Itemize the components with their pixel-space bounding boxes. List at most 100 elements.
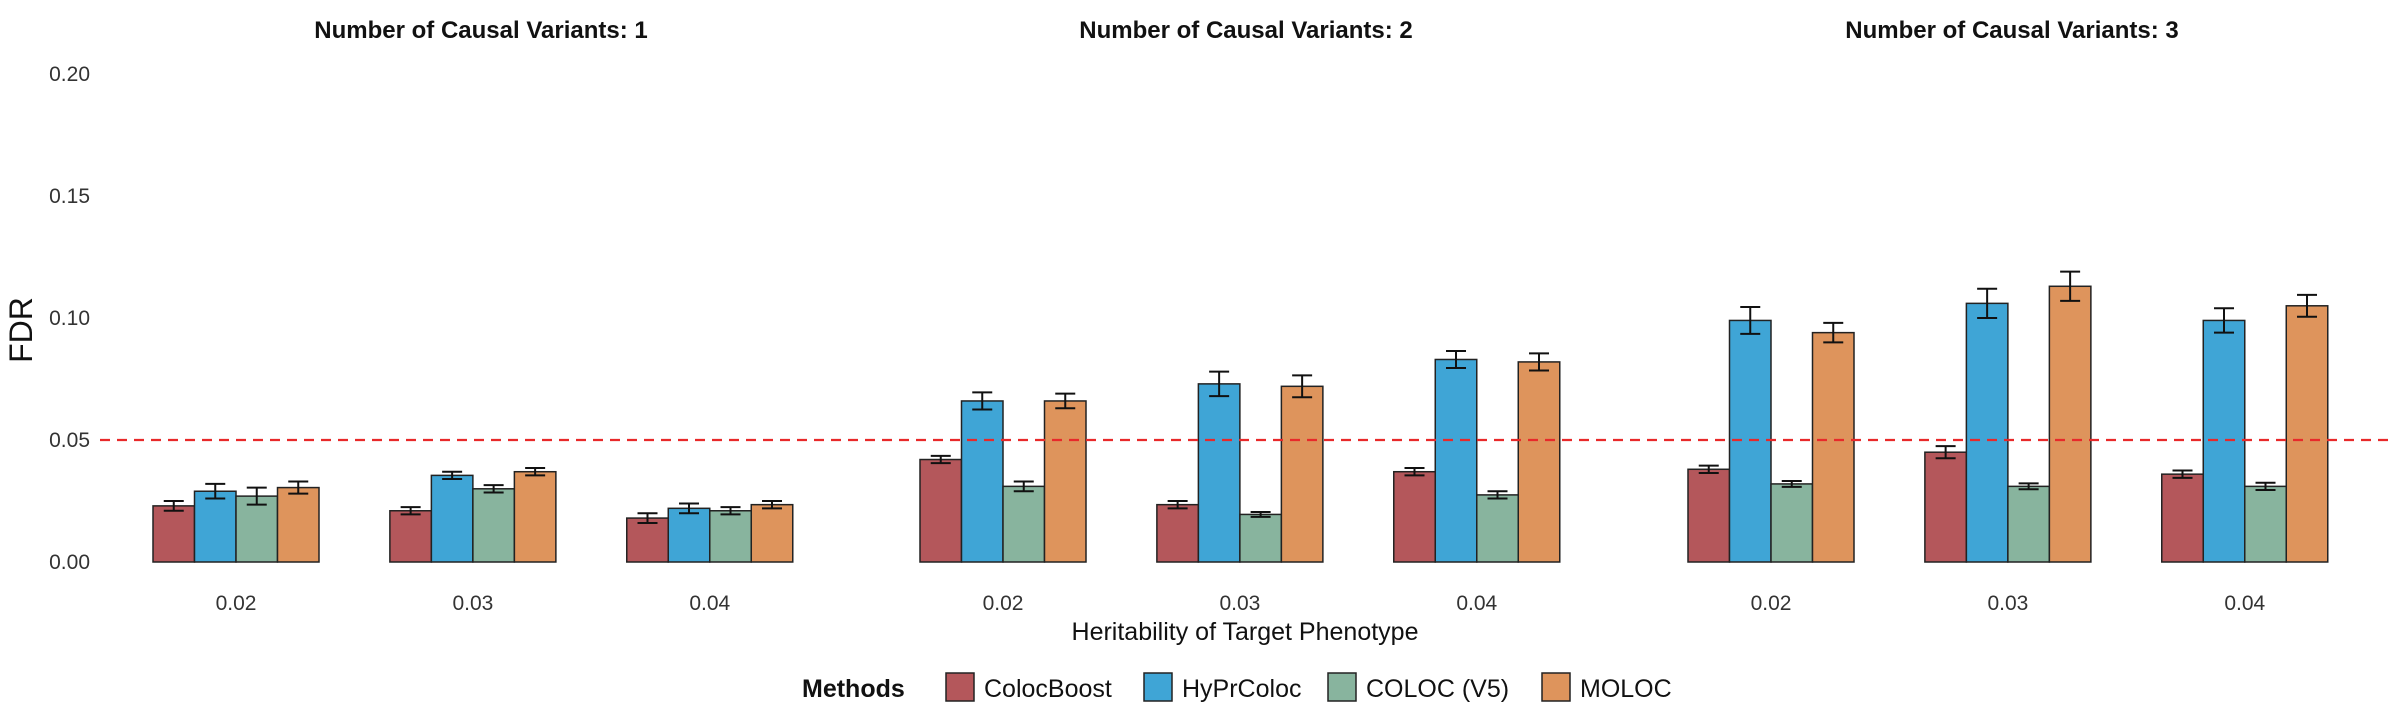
error-bar xyxy=(205,482,226,500)
x-axis-title: Heritability of Target Phenotype xyxy=(1072,618,1419,646)
bar xyxy=(2007,485,2051,563)
error-bar xyxy=(1404,467,1425,477)
bar xyxy=(2285,305,2329,563)
facet-title-3: Number of Causal Variants: 3 xyxy=(1845,17,2178,44)
bar xyxy=(960,400,1004,563)
bar xyxy=(430,474,474,563)
y-tick-label: 0.00 xyxy=(49,551,90,574)
bar xyxy=(2202,319,2246,563)
error-bar xyxy=(2214,307,2235,334)
y-axis-ticks: 0.00 0.05 0.10 0.15 0.20 xyxy=(49,63,90,574)
bar xyxy=(472,488,516,563)
legend-swatch xyxy=(1143,672,1173,702)
x-tick-label: 0.02 xyxy=(216,592,257,615)
error-bar xyxy=(930,454,951,465)
error-bar xyxy=(288,480,309,495)
bar xyxy=(152,505,196,563)
bar xyxy=(919,458,963,563)
bar xyxy=(235,495,279,563)
error-bar xyxy=(1935,445,1956,460)
bar xyxy=(1687,468,1731,563)
legend-swatch xyxy=(1541,672,1571,702)
legend-swatch xyxy=(945,672,975,702)
error-bar xyxy=(637,512,658,524)
bar xyxy=(1770,483,1814,563)
facet-titles: Number of Causal Variants: 1 Number of Ca… xyxy=(314,17,2178,44)
error-bar xyxy=(1529,352,1550,372)
bar xyxy=(1811,331,1855,563)
error-bar xyxy=(1055,392,1076,410)
x-tick-label: 0.02 xyxy=(1751,592,1792,615)
error-bar xyxy=(1698,464,1719,474)
bar xyxy=(513,470,557,563)
error-bar xyxy=(1740,306,1761,335)
error-bar xyxy=(442,470,463,481)
x-tick-label: 0.02 xyxy=(983,592,1024,615)
bar xyxy=(193,490,237,563)
facet-title-2: Number of Causal Variants: 2 xyxy=(1079,17,1412,44)
error-bar xyxy=(2255,481,2276,492)
x-tick-label: 0.04 xyxy=(689,592,730,615)
legend-label: MOLOC xyxy=(1580,675,1672,703)
error-bar xyxy=(1250,510,1271,518)
bar xyxy=(667,507,711,563)
error-bar xyxy=(1013,480,1034,493)
legend: Methods ColocBoost HyPrColoc COLOC (V5) MOL… xyxy=(802,672,1672,703)
error-bar xyxy=(1167,500,1188,510)
x-tick-label: 0.03 xyxy=(1987,592,2028,615)
bar xyxy=(389,510,433,563)
legend-label: ColocBoost xyxy=(984,675,1112,703)
bars xyxy=(152,285,2329,563)
error-bar xyxy=(246,486,267,506)
bar xyxy=(626,517,670,563)
bar xyxy=(1924,451,1968,563)
bar xyxy=(1280,385,1324,563)
error-bar xyxy=(483,484,504,494)
legend-swatch xyxy=(1327,672,1357,702)
error-bar xyxy=(400,506,421,516)
bar xyxy=(1239,513,1283,563)
error-bar xyxy=(163,500,184,512)
y-tick-label: 0.15 xyxy=(49,185,90,208)
bar xyxy=(1728,319,1772,563)
bar xyxy=(1002,485,1046,563)
error-bar xyxy=(1823,321,1844,344)
error-bar xyxy=(1781,479,1802,488)
x-axis-ticks: 0.02 0.03 0.04 0.02 0.03 0.04 0.02 0.03 0.04 xyxy=(216,592,2266,615)
error-bar xyxy=(972,391,993,411)
error-bar xyxy=(1446,349,1467,370)
y-tick-label: 0.20 xyxy=(49,63,90,86)
bar xyxy=(1476,494,1520,563)
bar xyxy=(2244,485,2288,563)
error-bar xyxy=(1209,370,1230,398)
legend-title: Methods xyxy=(802,675,905,703)
legend-label: COLOC (V5) xyxy=(1366,675,1509,703)
error-bar xyxy=(679,502,700,515)
bar xyxy=(1517,361,1561,563)
legend-label: HyPrColoc xyxy=(1182,675,1301,703)
error-bar xyxy=(2018,482,2039,491)
bar xyxy=(1156,503,1200,563)
bar xyxy=(1965,302,2009,563)
error-bar xyxy=(2172,469,2193,479)
error-bar xyxy=(762,500,783,510)
bar xyxy=(2161,473,2205,563)
bar xyxy=(1393,470,1437,563)
y-tick-label: 0.05 xyxy=(49,429,90,452)
error-bar xyxy=(1977,287,1998,319)
error-bar xyxy=(720,506,741,516)
x-tick-label: 0.03 xyxy=(452,592,493,615)
y-axis-title: FDR xyxy=(3,297,39,363)
bar xyxy=(2048,285,2092,563)
y-tick-label: 0.10 xyxy=(49,307,90,330)
bar xyxy=(1434,358,1478,563)
error-bar xyxy=(2297,293,2318,318)
bar xyxy=(1197,383,1241,563)
x-tick-label: 0.04 xyxy=(2224,592,2265,615)
error-bar xyxy=(2060,270,2081,302)
x-tick-label: 0.04 xyxy=(1456,592,1497,615)
error-bar xyxy=(1292,374,1313,399)
bar xyxy=(750,503,794,563)
bar xyxy=(1043,400,1087,563)
